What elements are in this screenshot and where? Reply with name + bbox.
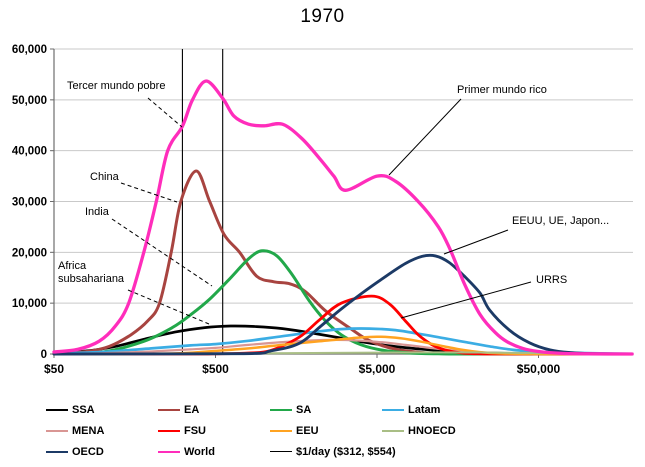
legend-swatch	[382, 408, 404, 411]
annotation-line-primer-mundo-rico	[388, 98, 462, 176]
legend-swatch	[270, 408, 292, 411]
legend-item-eeu: EEU	[270, 420, 382, 441]
y-axis-label: 60,000	[12, 44, 47, 56]
legend-item-fsu: FSU	[158, 420, 270, 441]
x-axis-label: $5,000	[359, 362, 396, 376]
legend-item-oecd: OECD	[46, 441, 158, 462]
legend-label: SSA	[72, 403, 95, 416]
annotation-line-china	[120, 182, 178, 203]
x-axis-label: $50	[44, 362, 64, 376]
series-curve-oecd	[52, 253, 634, 356]
annotation-label-africa-subsahariana: Africa subsahariana	[58, 260, 125, 285]
legend-item-mena: MENA	[46, 420, 158, 441]
y-axis-label: 20,000	[12, 247, 47, 259]
legend: SSA EA SA Latam MENA FSU EEU HNOECD OECD World $1/…	[46, 399, 621, 462]
annotation-label-tercer-mundo-pobre: Tercer mundo pobre	[67, 80, 166, 92]
legend-label: MENA	[72, 424, 105, 437]
legend-swatch	[46, 450, 68, 453]
legend-item-sa: SA	[270, 399, 382, 420]
series-curve-ea	[52, 169, 634, 356]
legend-label: OECD	[72, 445, 104, 458]
legend-item-latam: Latam	[382, 399, 494, 420]
legend-item-ea: EA	[158, 399, 270, 420]
legend-swatch	[158, 429, 180, 432]
legend-swatch	[270, 451, 292, 452]
y-axis-label: 10,000	[12, 298, 47, 310]
legend-label: EEU	[296, 424, 319, 437]
legend-swatch	[158, 408, 180, 411]
legend-item-world: World	[158, 441, 270, 462]
chart-title: 1970	[300, 6, 345, 27]
x-axis-label: $50,000	[517, 362, 561, 376]
annotation-label-china: China	[90, 171, 119, 183]
series-curve-world	[52, 79, 634, 356]
legend-swatch	[270, 429, 292, 432]
annotation-line-tercer-mundo-pobre	[147, 97, 183, 128]
annotation-label-india: India	[85, 206, 109, 218]
legend-label: $1/day ($312, $554)	[296, 445, 396, 458]
legend-swatch	[158, 450, 180, 453]
y-axis-label: 40,000	[12, 146, 47, 158]
legend-label: FSU	[184, 424, 206, 437]
annotation-line-africa-subsahariana	[127, 289, 210, 325]
y-axis-label: 50,000	[12, 95, 47, 107]
annotation-label-eeuu-ue-japon: EEUU, UE, Japon...	[512, 215, 610, 227]
annotation-label-urrs: URRS	[536, 274, 568, 286]
x-axis-label: $500	[202, 362, 229, 376]
y-axis-label: 0	[41, 349, 47, 361]
legend-item-hnoecd: HNOECD	[382, 420, 494, 441]
legend-label: EA	[184, 403, 200, 416]
legend-swatch	[382, 429, 404, 432]
legend-swatch	[46, 408, 68, 411]
annotation-label-primer-mundo-rico: Primer mundo rico	[457, 84, 547, 96]
legend-label: World	[184, 445, 215, 458]
annotation-line-urrs	[400, 281, 532, 319]
legend-label: HNOECD	[408, 424, 456, 437]
legend-item-ssa: SSA	[46, 399, 158, 420]
legend-label: SA	[296, 403, 312, 416]
legend-label: Latam	[408, 403, 441, 416]
y-axis-label: 30,000	[12, 197, 47, 209]
annotation-line-eeuu-ue-japon	[443, 229, 509, 255]
legend-swatch	[46, 429, 68, 432]
legend-item--1-day-312-554-: $1/day ($312, $554)	[270, 441, 396, 462]
annotation-line-india	[111, 218, 213, 287]
